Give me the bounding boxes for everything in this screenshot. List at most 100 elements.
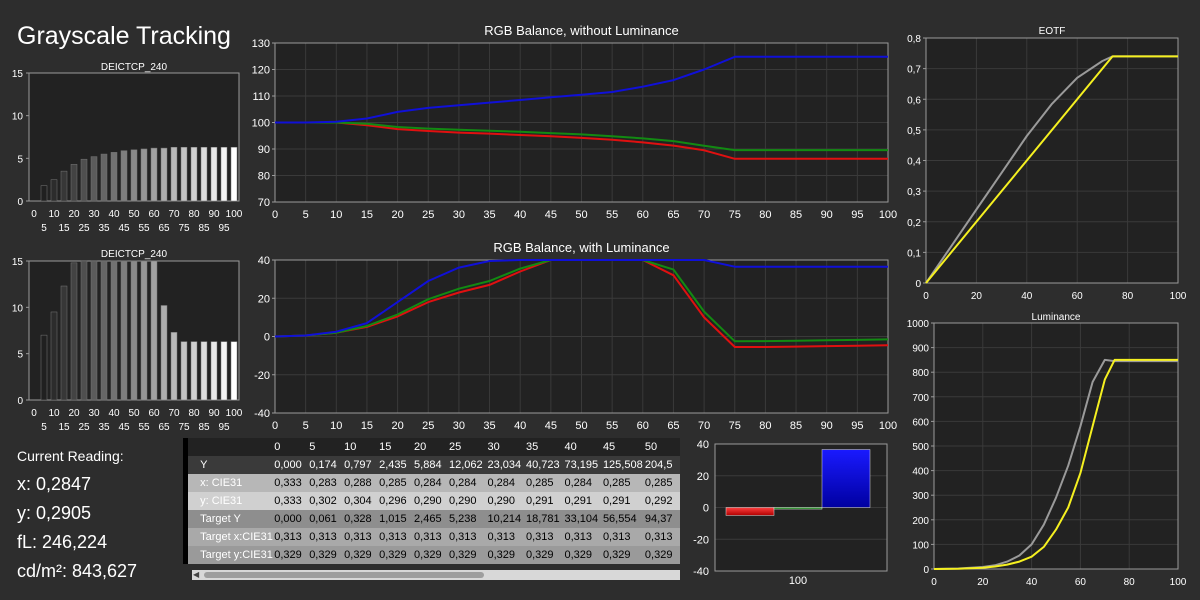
bar: [70, 164, 78, 202]
table-cell: 94,37: [644, 510, 680, 528]
table-cell: 0,291: [525, 492, 565, 510]
current-reading-label: Current Reading:: [17, 448, 124, 464]
y-tick-label: 40: [258, 255, 270, 267]
bar: [140, 260, 148, 401]
x-tick-label: 15: [361, 420, 373, 432]
bar: [190, 341, 198, 401]
y-tick-label: 15: [12, 69, 24, 80]
y-tick-label: 100: [912, 540, 929, 551]
reading-cdm2: cd/m²: 843,627: [17, 561, 138, 581]
x-tick-label: 80: [1124, 577, 1136, 588]
table-cell: 0,296: [379, 492, 415, 510]
y-tick-label: 100: [252, 118, 270, 130]
row-marker: [183, 546, 189, 564]
x-tick-label: 15: [58, 223, 70, 234]
table-header-label: [188, 438, 275, 456]
x-tick-label: 40: [108, 209, 120, 220]
x-tick-label: 5: [303, 209, 309, 221]
bar: [190, 146, 198, 202]
x-tick-label: 75: [178, 223, 190, 234]
bar: [150, 147, 158, 202]
table-header: 10: [344, 438, 380, 456]
bar: [90, 156, 98, 202]
bar: [50, 311, 58, 401]
table-cell: 0,329: [564, 546, 603, 564]
table-cell: 0,797: [344, 456, 380, 474]
y-tick-label: 5: [17, 154, 23, 165]
table-cell: 0,329: [414, 546, 449, 564]
x-tick-label: 20: [391, 420, 403, 432]
x-tick-label: 80: [188, 209, 200, 220]
x-tick-label: 50: [128, 209, 140, 220]
table-cell: 0,284: [414, 474, 449, 492]
measurement-table[interactable]: 0 5 10 15 20 25 30 35 40 45 50 Y 0,000 0,1…: [183, 438, 680, 580]
reading-fl: fL: 246,224: [17, 532, 108, 552]
bar: [170, 332, 178, 401]
table-cell: 0,313: [274, 528, 310, 546]
y-tick-label: 0,2: [907, 218, 921, 229]
x-tick-label: 45: [545, 209, 557, 221]
bar: [40, 334, 48, 401]
x-tick-label: 0: [923, 291, 929, 302]
table-cell: 0,290: [449, 492, 488, 510]
row-marker: [183, 456, 189, 474]
table-corner: [183, 438, 189, 456]
row-marker: [183, 528, 189, 546]
x-tick-label: 60: [1072, 291, 1084, 302]
x-tick-label: 60: [148, 408, 160, 419]
table-row[interactable]: Target x:CIE31 0,313 0,313 0,313 0,313 0,313 0…: [183, 528, 680, 546]
series-line-eotf_target: [933, 358, 1178, 570]
chart-title: EOTF: [1039, 26, 1066, 37]
x-tick-label: 70: [168, 209, 180, 220]
bar: [170, 146, 178, 202]
table-row[interactable]: x: CIE31 0,333 0,283 0,288 0,285 0,284 0,284 0,…: [183, 474, 680, 492]
table-cell: 0,290: [487, 492, 526, 510]
bar: [230, 146, 238, 202]
table-cell: 0,333: [274, 474, 310, 492]
table-header: 45: [602, 438, 645, 456]
bar: [180, 146, 188, 202]
table-cell: 0,285: [602, 474, 645, 492]
table-cell: 0,000: [274, 510, 310, 528]
x-tick-label: 15: [361, 209, 373, 221]
table-horizontal-scrollbar[interactable]: ◀: [192, 570, 680, 580]
x-tick-label: 90: [208, 209, 220, 220]
x-tick-label: 60: [637, 209, 649, 221]
table-cell: 2,465: [414, 510, 449, 528]
bar: [210, 341, 218, 401]
table-cell: 0,329: [487, 546, 526, 564]
scrollbar-thumb[interactable]: [204, 572, 484, 578]
series-line-blue: [275, 55, 888, 124]
table-row[interactable]: y: CIE31 0,333 0,302 0,304 0,296 0,290 0,290 0,…: [183, 492, 680, 510]
table-cell: 2,435: [379, 456, 415, 474]
y-tick-label: 80: [258, 171, 270, 183]
x-tick-label: 20: [68, 209, 80, 220]
bar: [110, 260, 118, 401]
table-cell: 0,283: [309, 474, 345, 492]
table-cell: 125,508: [602, 456, 645, 474]
x-tick-label: 100: [789, 575, 807, 587]
scroll-left-arrow-icon[interactable]: ◀: [193, 570, 200, 579]
table-row[interactable]: Y 0,000 0,174 0,797 2,435 5,884 12,062 23,034 40…: [183, 456, 680, 474]
chart-title: RGB Balance, without Luminance: [484, 23, 678, 38]
bar: [160, 147, 168, 202]
bar: [150, 260, 158, 401]
table-cell: 0,313: [487, 528, 526, 546]
table-cell: 0,291: [602, 492, 645, 510]
y-tick-label: 10: [12, 112, 24, 123]
x-tick-label: 75: [178, 422, 190, 433]
x-tick-label: 70: [698, 420, 710, 432]
table-row[interactable]: Target y:CIE31 0,329 0,329 0,329 0,329 0,329 0…: [183, 546, 680, 564]
bar: [180, 341, 188, 401]
x-tick-label: 90: [208, 408, 220, 419]
x-tick-label: 70: [168, 408, 180, 419]
table-header: 15: [379, 438, 415, 456]
table-row[interactable]: Target Y 0,000 0,061 0,328 1,015 2,465 5,238 10…: [183, 510, 680, 528]
y-tick-label: 110: [252, 91, 270, 103]
y-tick-label: 0,4: [907, 157, 921, 168]
y-tick-label: 70: [258, 197, 270, 209]
x-tick-label: 40: [514, 209, 526, 221]
y-tick-label: 40: [697, 439, 709, 451]
series-line-red: [275, 121, 888, 160]
